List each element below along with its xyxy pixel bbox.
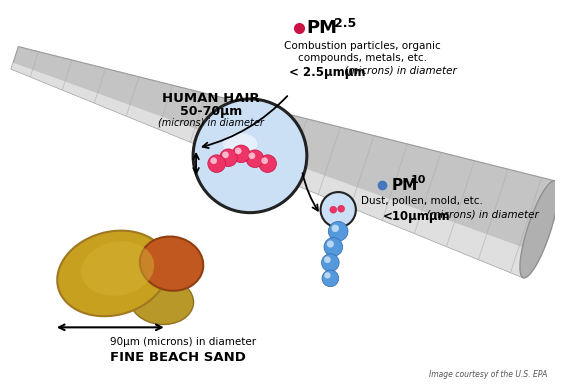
Text: 90μm (microns) in diameter: 90μm (microns) in diameter <box>110 337 256 347</box>
Ellipse shape <box>57 231 168 316</box>
Circle shape <box>328 221 348 241</box>
Text: <10μmμm: <10μmμm <box>382 210 450 223</box>
Text: 50-70μm: 50-70μm <box>179 105 242 118</box>
Circle shape <box>338 205 345 212</box>
Circle shape <box>222 151 229 158</box>
Ellipse shape <box>130 277 194 325</box>
Circle shape <box>324 272 331 278</box>
Circle shape <box>211 157 217 164</box>
Ellipse shape <box>140 237 203 291</box>
Ellipse shape <box>81 241 154 296</box>
Ellipse shape <box>58 271 98 306</box>
Circle shape <box>321 254 339 271</box>
Text: PM: PM <box>391 178 417 193</box>
Circle shape <box>332 224 339 232</box>
Text: < 2.5μmμm: < 2.5μmμm <box>289 66 366 79</box>
Ellipse shape <box>223 133 258 155</box>
Circle shape <box>208 155 225 172</box>
Polygon shape <box>11 47 555 278</box>
Text: Dust, pollen, mold, etc.: Dust, pollen, mold, etc. <box>361 196 482 206</box>
Circle shape <box>235 147 242 154</box>
Text: HUMAN HAIR: HUMAN HAIR <box>162 92 260 105</box>
Circle shape <box>193 99 307 213</box>
Circle shape <box>324 238 342 256</box>
Circle shape <box>232 145 250 163</box>
Text: 10: 10 <box>411 175 426 185</box>
Text: compounds, metals, etc.: compounds, metals, etc. <box>298 53 427 63</box>
Circle shape <box>248 152 255 159</box>
Text: FINE BEACH SAND: FINE BEACH SAND <box>110 351 246 364</box>
Circle shape <box>259 155 276 172</box>
Text: (microns) in diameter: (microns) in diameter <box>423 210 539 220</box>
Circle shape <box>320 192 356 227</box>
Text: PM: PM <box>307 20 338 38</box>
Text: Combustion particles, organic: Combustion particles, organic <box>284 41 441 51</box>
Circle shape <box>324 256 331 263</box>
Circle shape <box>330 206 337 213</box>
Circle shape <box>322 270 338 287</box>
Text: (microns) in diameter: (microns) in diameter <box>158 118 264 127</box>
Polygon shape <box>11 63 532 278</box>
Ellipse shape <box>520 181 559 278</box>
Text: (microns) in diameter: (microns) in diameter <box>341 66 457 75</box>
Text: Image courtesy of the U.S. EPA: Image courtesy of the U.S. EPA <box>428 370 547 379</box>
Circle shape <box>246 150 264 168</box>
Circle shape <box>327 240 334 248</box>
Text: 2.5: 2.5 <box>335 17 357 30</box>
Circle shape <box>220 149 237 167</box>
Circle shape <box>261 157 268 164</box>
